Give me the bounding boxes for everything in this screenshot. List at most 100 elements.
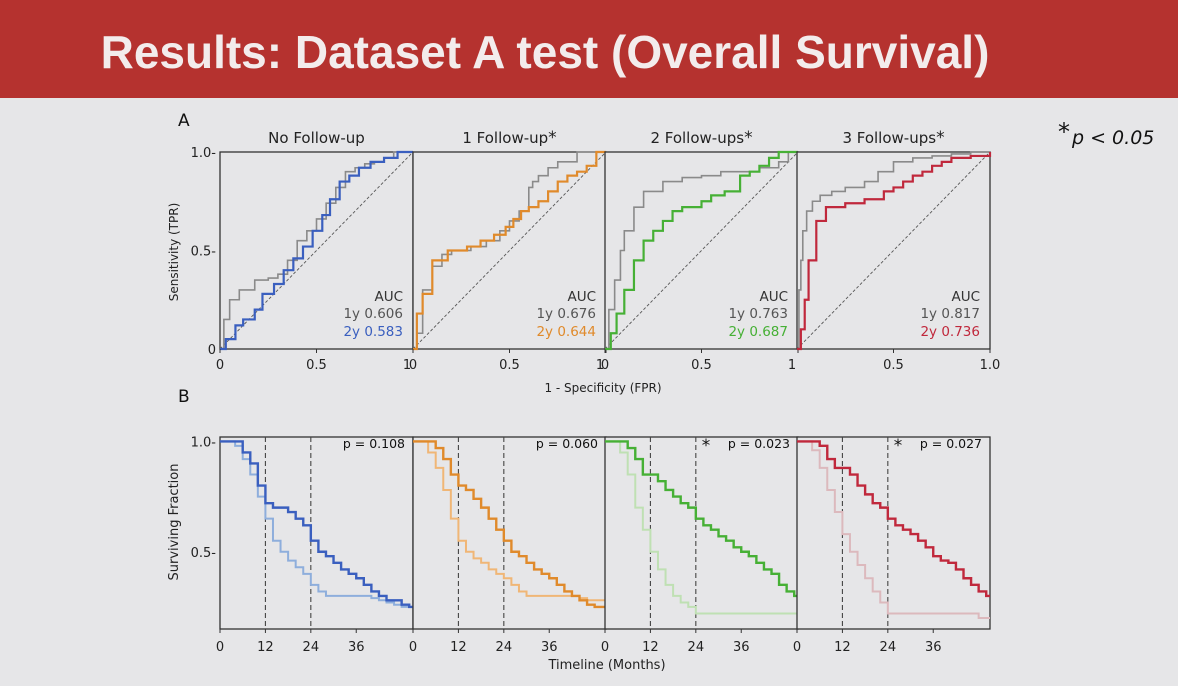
- roc-y-tick-label: 1.0-: [191, 146, 217, 161]
- km-y-axis-label: Surviving Fraction: [167, 464, 182, 581]
- roc-y-tick-label: 0: [208, 343, 216, 358]
- roc-curve-2y: [605, 150, 798, 351]
- significance-star: *: [936, 128, 945, 148]
- km-x-tick-label: 0: [216, 640, 224, 655]
- significance-star: *: [894, 436, 903, 456]
- auc-label: AUC: [374, 289, 403, 305]
- roc-x-tick-label: 0: [409, 358, 417, 373]
- roc-x-tick-label: 1: [403, 358, 411, 373]
- km-subplot-4: * p = 0.027 0 12 24 36: [793, 436, 991, 655]
- roc-y-axis-label: Sensitivity (TPR): [167, 203, 181, 302]
- roc-x-tick-label: 1: [596, 358, 604, 373]
- auc-1y: 1y 0.676: [536, 306, 596, 322]
- km-y-tick-label: 1.0-: [191, 435, 217, 450]
- km-panel-group: p = 0.108 0 12 24 36 0.5- 1.0- p = 0.060 0 12 24 36…: [191, 435, 991, 655]
- km-curve-low: [605, 440, 798, 615]
- km-x-tick-label: 36: [348, 640, 365, 655]
- p-value-text: p = 0.027: [920, 436, 982, 451]
- p-value-label: * p = 0.023: [702, 436, 790, 456]
- roc-x-tick-label: 0.5: [691, 358, 712, 373]
- roc-diagonal: [219, 151, 414, 350]
- km-x-tick-label: 36: [733, 640, 750, 655]
- km-x-tick-label: 24: [496, 640, 513, 655]
- roc-subplot-title: 1 Follow-up*: [462, 128, 556, 148]
- km-x-tick-label: 24: [303, 640, 320, 655]
- km-x-tick-label: 36: [925, 640, 942, 655]
- roc-x-tick-label: 0: [601, 358, 609, 373]
- km-x-tick-label: 12: [257, 640, 274, 655]
- roc-curve-1y: [797, 151, 990, 350]
- roc-y-tick-label: 0.5-: [191, 245, 217, 260]
- km-curve-high: [220, 440, 413, 609]
- significance-star: *: [1058, 118, 1070, 146]
- p-value-text: p = 0.108: [343, 436, 405, 451]
- km-x-tick-label: 0: [793, 640, 801, 655]
- auc-2y: 2y 0.687: [728, 324, 788, 340]
- roc-curve-1y: [605, 151, 798, 350]
- roc-diagonal: [796, 151, 991, 350]
- roc-curve-2y: [797, 152, 992, 351]
- auc-1y: 1y 0.763: [728, 306, 788, 322]
- auc-label: AUC: [759, 289, 788, 305]
- km-frame: [412, 436, 607, 630]
- roc-subplot-title: No Follow-up: [268, 129, 365, 147]
- title-bar: [0, 0, 1178, 98]
- auc-label: AUC: [951, 289, 980, 305]
- km-x-tick-label: 0: [409, 640, 417, 655]
- km-subplot-3: * p = 0.023 0 12 24 36: [601, 436, 799, 655]
- auc-2y: 2y 0.583: [343, 324, 403, 340]
- km-curve-low: [220, 440, 413, 608]
- km-frame: [796, 436, 991, 630]
- p-value-label: * p = 0.027: [894, 436, 982, 456]
- km-y-tick-label: 0.5-: [191, 546, 217, 561]
- roc-x-tick-label: 0.5: [499, 358, 520, 373]
- km-x-tick-label: 12: [450, 640, 467, 655]
- km-x-tick-label: 0: [601, 640, 609, 655]
- km-curve-high: [605, 440, 798, 598]
- p-value-text: p = 0.060: [536, 436, 598, 451]
- km-curve-high: [413, 440, 606, 609]
- panel-label-a: A: [178, 111, 190, 131]
- auc-2y: 2y 0.644: [536, 324, 596, 340]
- auc-1y: 1y 0.606: [343, 306, 403, 322]
- km-x-tick-label: 12: [642, 640, 659, 655]
- roc-x-tick-label: 1.0: [980, 358, 1001, 373]
- panel-label-b: B: [178, 387, 190, 407]
- roc-curve-2y: [413, 150, 606, 351]
- roc-x-tick-label: 0.5: [883, 358, 904, 373]
- roc-diagonal: [412, 151, 607, 350]
- significance-star: *: [744, 128, 753, 148]
- km-subplot-2: p = 0.060 0 12 24 36: [409, 436, 607, 655]
- roc-subplot-title: 2 Follow-ups*: [650, 128, 752, 148]
- km-frame: [604, 436, 799, 630]
- slide-title: Results: Dataset A test (Overall Surviva…: [101, 26, 990, 78]
- km-x-tick-label: 12: [834, 640, 851, 655]
- roc-x-tick-label: 1: [788, 358, 796, 373]
- km-curve-high: [797, 440, 990, 598]
- significance-note: p < 0.05: [1071, 127, 1154, 149]
- p-value-label: p = 0.060: [536, 436, 598, 451]
- roc-curve-2y: [220, 150, 413, 351]
- p-value-text: p = 0.023: [728, 436, 790, 451]
- km-x-tick-label: 36: [541, 640, 558, 655]
- significance-star: *: [548, 128, 557, 148]
- auc-label: AUC: [567, 289, 596, 305]
- auc-2y: 2y 0.736: [920, 324, 980, 340]
- km-x-axis-label: Timeline (Months): [547, 658, 665, 673]
- p-value-label: p = 0.108: [343, 436, 405, 451]
- km-subplot-1: p = 0.108 0 12 24 36 0.5- 1.0-: [191, 435, 414, 655]
- roc-x-tick-label: 0: [216, 358, 224, 373]
- km-curve-low: [797, 440, 990, 619]
- roc-x-axis-label: 1 - Specificity (FPR): [544, 381, 661, 395]
- km-x-tick-label: 24: [688, 640, 705, 655]
- roc-diagonal: [604, 151, 799, 350]
- roc-x-tick-label: 0.5: [306, 358, 327, 373]
- significance-star: *: [702, 436, 711, 456]
